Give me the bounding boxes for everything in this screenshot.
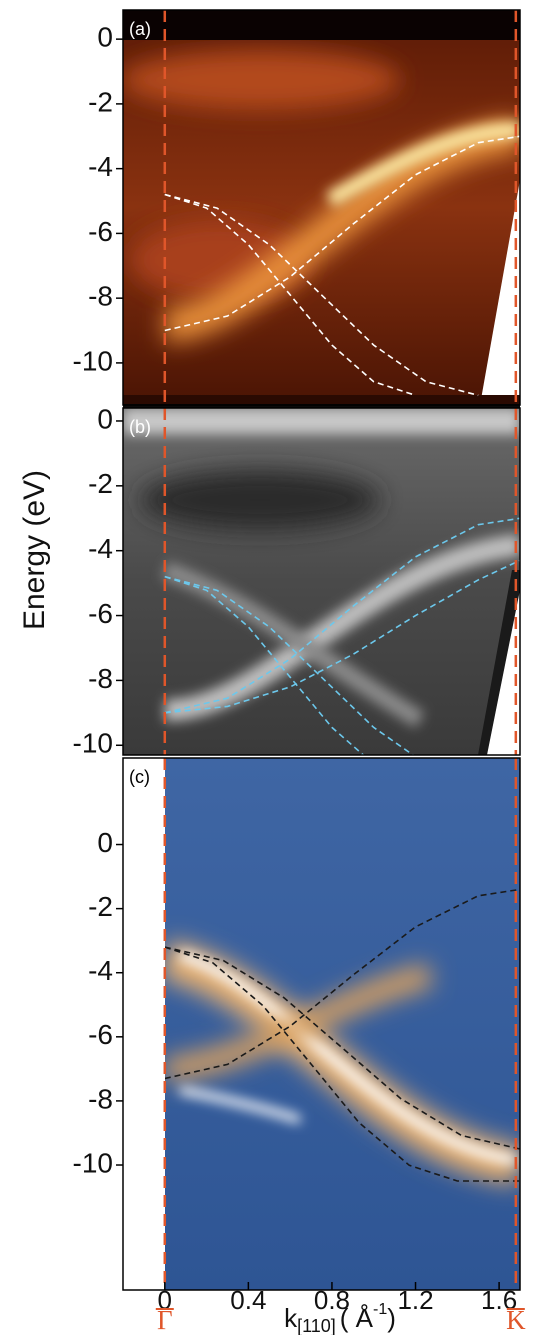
panel-c-image xyxy=(165,758,520,1290)
band-curve xyxy=(164,135,520,332)
band-curve xyxy=(165,888,520,1080)
y-tick-label: 0 xyxy=(97,827,113,858)
y-tick-label: -4 xyxy=(88,151,113,182)
y-tick-label: 0 xyxy=(97,22,113,53)
panel-c-blank xyxy=(123,758,165,1290)
y-tick-label: -10 xyxy=(73,728,113,759)
panel-a-image xyxy=(123,10,520,405)
symmetry-label: Γ xyxy=(157,1305,173,1335)
band-curve xyxy=(165,946,520,1150)
y-tick-label: -2 xyxy=(88,86,113,117)
panel-label: (a) xyxy=(129,19,151,39)
band-curve xyxy=(165,946,520,1182)
y-tick-label: -4 xyxy=(88,955,113,986)
x-axis-label-part: ( Å xyxy=(340,1303,374,1333)
band-curve xyxy=(164,193,416,397)
band-curve xyxy=(164,575,365,755)
x-axis-label-part: -1 xyxy=(373,1301,387,1318)
y-tick-label: -8 xyxy=(88,1083,113,1114)
x-tick-label: 0.4 xyxy=(230,1285,266,1315)
panel-b-image xyxy=(123,408,520,755)
y-tick-label: -6 xyxy=(88,598,113,629)
x-tick-label: 0.8 xyxy=(314,1285,350,1315)
separator xyxy=(123,404,520,409)
band-curve xyxy=(164,517,520,714)
symmetry-label: K xyxy=(506,1305,526,1335)
x-axis-label-part: [110] xyxy=(297,1316,336,1335)
x-axis-label: k[110]( Å-1) xyxy=(284,1301,396,1335)
x-axis-label-part: ) xyxy=(387,1303,396,1333)
y-tick-label: -8 xyxy=(88,281,113,312)
y-tick-label: -2 xyxy=(88,468,113,499)
panel-frame xyxy=(122,407,521,756)
panel-frame xyxy=(122,757,521,1291)
panel-frame xyxy=(122,9,521,406)
y-tick-label: -10 xyxy=(73,1147,113,1178)
panel-label: (b) xyxy=(129,417,151,437)
band-curve xyxy=(164,193,479,397)
band-curve xyxy=(164,575,415,755)
x-tick-label: 0 xyxy=(158,1285,172,1315)
y-tick-label: -8 xyxy=(88,663,113,694)
plot-layer: -10-8-6-4-20 (a)-10-8-6-4-20 (b)Energy (eV… xyxy=(18,9,526,1336)
y-tick-label: -4 xyxy=(88,533,113,564)
y-tick-label: -2 xyxy=(88,891,113,922)
band-curve xyxy=(164,559,520,714)
y-tick-label: -10 xyxy=(73,345,113,376)
x-axis-label-part: k xyxy=(284,1303,298,1333)
y-axis-label: Energy (eV) xyxy=(18,470,51,630)
y-tick-label: -6 xyxy=(88,1019,113,1050)
y-tick-label: 0 xyxy=(97,403,113,434)
x-tick-label: 1.2 xyxy=(397,1285,433,1315)
panel-label: (c) xyxy=(129,767,150,787)
y-tick-label: -6 xyxy=(88,216,113,247)
